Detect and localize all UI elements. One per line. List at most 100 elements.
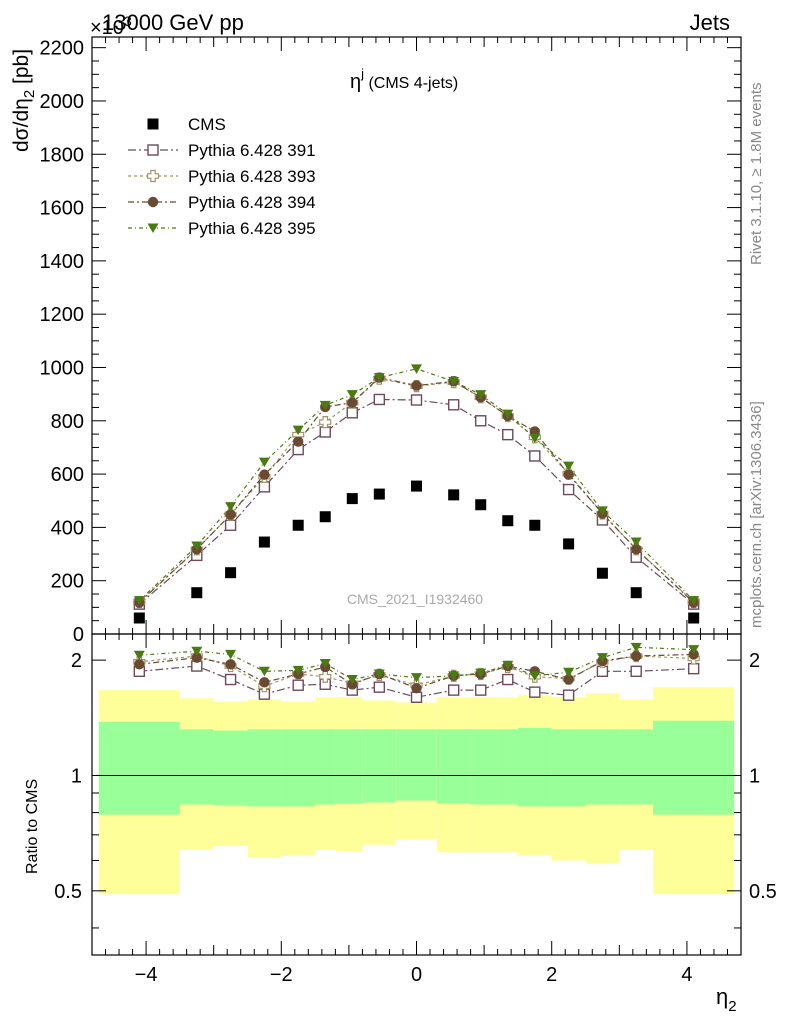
ratio-point-pythia-6-428-395 (319, 658, 331, 669)
main-point-pythia-6-428-391 (224, 519, 237, 531)
ratio-band-inner-bin (497, 729, 518, 805)
ratio-point-pythia-6-428-391 (529, 686, 541, 698)
main-point-pythia-6-428-391 (502, 428, 514, 441)
ratio-band-inner-bin (213, 730, 248, 806)
main-point-pythia-6-428-395 (563, 461, 575, 472)
ratio-point-pythia-6-428-395 (292, 665, 304, 676)
main-y-tick-label: 800 (51, 411, 84, 433)
ratio-y-tick-label-left: 1 (71, 765, 82, 787)
ratio-y-tick-label-right: 0.5 (749, 881, 777, 903)
main-y-tick-label: 2000 (40, 91, 85, 113)
ratio-point-pythia-6-428-395 (225, 649, 237, 660)
ratio-y-tick-label-right: 1 (749, 765, 760, 787)
main-point-pythia-6-428-394 (347, 397, 358, 408)
ratio-y-axis-label: Ratio to CMS (24, 779, 41, 874)
main-point-cms (502, 515, 514, 527)
ratio-point-pythia-6-428-391 (502, 673, 514, 686)
main-point-pythia-6-428-391 (319, 426, 331, 438)
ratio-band-inner-bin (98, 721, 180, 815)
main-point-cms (319, 511, 331, 523)
mcplots-info-text: mcplots.cern.ch [arXiv:1306.3436] (748, 401, 765, 628)
ratio-band-inner-bin (517, 728, 552, 807)
rivet-info-text: Rivet 3.1.10, ≥ 1.8M events (748, 83, 765, 266)
main-series-markers (133, 364, 700, 624)
ratio-point-pythia-6-428-394 (563, 674, 574, 685)
main-point-pythia-6-428-395 (319, 400, 331, 411)
ratio-point-pythia-6-428-395 (411, 673, 422, 683)
main-point-cms (475, 499, 487, 511)
legend-marker (147, 223, 159, 233)
legend-entry-label: Pythia 6.428 391 (188, 141, 316, 160)
main-point-cms (688, 612, 700, 624)
legend-marker (147, 196, 159, 208)
main-point-pythia-6-428-394 (563, 469, 574, 480)
legend: CMS Pythia 6.428 391 Pythia 6.428 393 Pythi… (128, 115, 316, 238)
main-point-pythia-6-428-393 (319, 416, 332, 429)
ratio-point-pythia-6-428-391 (687, 662, 700, 675)
x-tick-label: 0 (411, 964, 422, 986)
main-point-pythia-6-428-391 (373, 393, 386, 406)
main-point-cms (373, 488, 385, 500)
main-y-tick-label: 600 (51, 464, 84, 486)
ratio-point-pythia-6-428-394 (411, 682, 422, 694)
main-point-pythia-6-428-394 (225, 509, 236, 520)
ratio-point-pythia-6-428-391 (224, 673, 237, 686)
legend-entry-label: CMS (188, 115, 226, 134)
main-point-cms (596, 567, 608, 579)
main-point-cms (411, 480, 422, 492)
ratio-band-inner-bin (619, 729, 654, 805)
ratio-line-pythia-6-428-391 (139, 665, 694, 698)
ratio-point-pythia-6-428-393 (319, 670, 332, 683)
ratio-series-markers (133, 642, 700, 703)
ratio-band-inner-bin (247, 729, 282, 807)
main-point-cms (563, 538, 575, 550)
main-point-pythia-6-428-395 (411, 364, 422, 374)
ratio-band-inner-bin (653, 720, 735, 815)
ratio-point-pythia-6-428-395 (630, 642, 642, 653)
x-tick-label: −4 (135, 964, 158, 986)
main-y-axis-label: dσ/dη2 [pb] (10, 49, 38, 152)
legend-marker (147, 144, 159, 156)
ratio-point-pythia-6-428-395 (258, 666, 270, 677)
ratio-point-pythia-6-428-391 (410, 691, 423, 703)
main-point-pythia-6-428-391 (562, 483, 575, 496)
main-point-pythia-6-428-395 (225, 502, 237, 512)
main-y-tick-label: 1600 (40, 198, 85, 220)
ratio-point-pythia-6-428-395 (133, 650, 145, 661)
main-point-pythia-6-428-395 (529, 433, 541, 444)
main-point-pythia-6-428-395 (448, 376, 460, 387)
analysis-watermark: CMS_2021_I1932460 (347, 591, 483, 607)
main-point-pythia-6-428-395 (133, 596, 145, 606)
ratio-point-pythia-6-428-391 (373, 681, 386, 693)
main-point-cms (448, 489, 460, 501)
main-point-pythia-6-428-394 (292, 436, 304, 447)
main-point-cms (292, 519, 304, 531)
ratio-band-inner-bin (281, 729, 316, 807)
ratio-point-pythia-6-428-394 (225, 659, 236, 670)
x-tick-label: −2 (270, 964, 293, 986)
plot-axes: 0200400600800100012001400160018002000220… (40, 36, 777, 986)
ratio-point-pythia-6-428-391 (292, 679, 304, 691)
ratio-point-pythia-6-428-395 (502, 660, 514, 671)
main-point-cms (133, 612, 145, 624)
ratio-point-pythia-6-428-395 (346, 675, 358, 685)
ratio-y-tick-label-left: 0.5 (54, 881, 82, 903)
main-y-tick-label: 1000 (40, 357, 85, 379)
main-point-pythia-6-428-395 (475, 390, 487, 400)
legend-entry-label: Pythia 6.428 395 (188, 219, 316, 238)
main-line-pythia-6-428-394 (138, 376, 695, 603)
main-point-pythia-6-428-395 (191, 541, 203, 552)
ratio-point-pythia-6-428-395 (529, 671, 541, 681)
main-line-pythia-6-428-391 (138, 398, 695, 605)
main-point-pythia-6-428-395 (688, 596, 700, 606)
main-point-pythia-6-428-395 (258, 457, 270, 468)
main-point-pythia-6-428-391 (475, 415, 487, 427)
main-point-pythia-6-428-391 (410, 394, 423, 406)
ratio-point-pythia-6-428-391 (475, 684, 487, 696)
ratio-point-pythia-6-428-395 (448, 671, 460, 681)
ratio-band-inner-bin (436, 729, 471, 804)
ratio-band-inner-bin (179, 729, 214, 805)
ratio-point-pythia-6-428-395 (688, 645, 700, 655)
ratio-point-pythia-6-428-395 (596, 653, 608, 663)
main-point-cms (225, 567, 237, 579)
